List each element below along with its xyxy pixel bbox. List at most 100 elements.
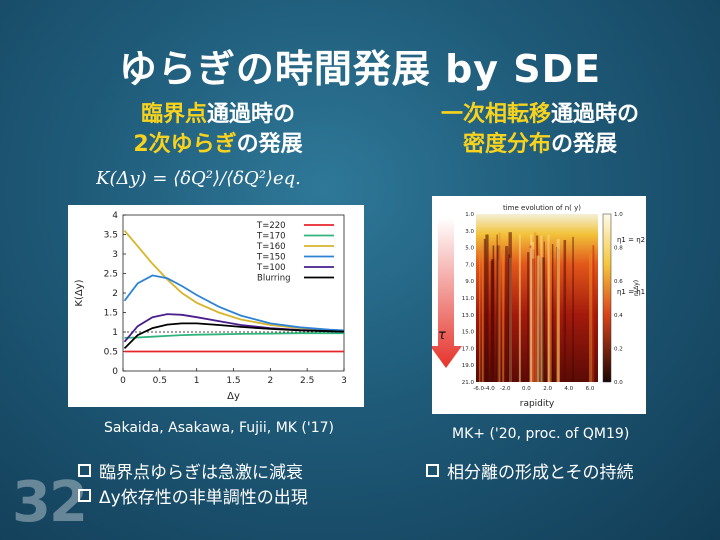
bullet-box-icon	[78, 489, 91, 502]
plot-frame	[122, 214, 345, 372]
heatmap-stripe	[572, 236, 574, 382]
y-tick-label: 0	[112, 367, 118, 377]
annot-upper: η1 = η2	[617, 236, 645, 244]
legend-label: Blurring	[257, 274, 291, 284]
heatmap-x-tick: 4.0	[564, 386, 573, 392]
heatmap-stripe	[518, 234, 521, 382]
heatmap-y-tick: 21.0	[462, 380, 475, 386]
legend-label: T=150	[256, 253, 286, 263]
bullet-right-1-text: 相分離の形成とその持続	[447, 463, 634, 483]
bullet-left-2-text: Δy依存性の非単調性の出現	[99, 488, 308, 508]
density-heatmap: time evolution of n( y) 1.0 3.0 5.0 7.0 9.0 1…	[430, 204, 645, 409]
chart-panel: 0 0.5 1 1.5 2 2.5 3 0 0.5 1 1.5 2 2.5 3 3.5 4 Δy K(Δy) T=…	[68, 205, 364, 407]
right-heading-highlight-1: 一次相転移	[440, 102, 551, 127]
line-chart: 0 0.5 1 1.5 2 2.5 3 0 0.5 1 1.5 2 2.5 3 3.5 4 Δy K(Δy) T=…	[74, 211, 347, 402]
y-tick-label: 0.5	[104, 348, 118, 358]
y-axis-label: K(Δy)	[74, 279, 85, 306]
heatmap-stripe	[549, 254, 552, 382]
heatmap-y-tick: 13.0	[462, 313, 475, 319]
legend-label: T=220	[256, 221, 286, 231]
series-line-t-150	[123, 274, 345, 332]
heatmap-x-tick: 6.0	[586, 386, 595, 392]
time-arrow	[430, 218, 462, 368]
colorbar-tick: 0.4	[614, 313, 623, 319]
heatmap-x-tick: 0.0	[522, 386, 531, 392]
x-tick-label: 3	[341, 376, 347, 386]
heatmap-stripe	[498, 232, 501, 382]
left-heading: 臨界点通過時の 2次ゆらぎの発展	[78, 100, 358, 160]
heatmap-stripe	[541, 257, 545, 382]
x-tick-label: 2	[267, 376, 273, 386]
slide-number: 32	[12, 470, 88, 535]
heatmap-stripe	[540, 235, 543, 382]
side-label: n(Δy)	[633, 280, 640, 296]
left-citation: Sakaida, Asakawa, Fujii, MK ('17)	[104, 420, 335, 436]
bullet-box-icon	[78, 464, 91, 477]
heatmap-stripe	[527, 252, 530, 382]
colorbar	[602, 213, 612, 383]
heatmap-y-tick: 17.0	[462, 346, 475, 352]
heatmap-y-tick: 11.0	[462, 296, 475, 302]
left-heading-text-2: の発展	[236, 132, 303, 157]
right-heading-text-2: の発展	[551, 132, 618, 157]
heatmap-stripe	[481, 252, 484, 382]
heatmap-xlabel: rapidity	[520, 399, 555, 409]
legend-label: T=160	[256, 242, 286, 252]
heatmap-stripe	[547, 234, 550, 382]
colorbar-tick: 0.0	[614, 380, 623, 386]
heatmap-stripe	[529, 248, 532, 382]
heatmap-stripe	[496, 245, 501, 382]
x-tick-label: 1	[194, 376, 200, 386]
left-heading-text-1: 通過時の	[207, 102, 296, 127]
heatmap-stripe	[479, 253, 481, 382]
series-line-t-170	[124, 332, 344, 339]
right-heading-text-1: 通過時の	[551, 102, 640, 127]
left-heading-highlight-2: 2次ゆらぎ	[133, 132, 237, 157]
heatmap-stripe	[502, 252, 505, 382]
heatmap-y-tick: 5.0	[465, 246, 474, 252]
legend-label: T=100	[256, 263, 286, 273]
right-citation: MK+ ('20, proc. of QM19)	[452, 426, 630, 442]
heatmap-stripe	[531, 258, 536, 382]
right-heading-highlight-2: 密度分布	[462, 132, 551, 157]
heatmap-stripe	[556, 259, 559, 382]
x-axis-label: Δy	[227, 391, 240, 402]
heatmap-stripe	[592, 245, 595, 382]
bullet-box-icon	[426, 464, 439, 477]
left-heading-highlight-1: 臨界点	[140, 102, 207, 127]
series-line-blurring	[123, 322, 345, 350]
colorbar-tick: 0.6	[614, 279, 623, 285]
y-tick-label: 2	[112, 289, 118, 299]
bullet-left-1: 臨界点ゆらぎは急激に減衰	[78, 458, 303, 483]
heatmap-stripe	[508, 232, 512, 382]
heatmap-title: time evolution of n( y)	[503, 204, 581, 212]
heatmap-y-tick: 1.0	[465, 212, 474, 218]
heatmap-x-tick: -2.0	[500, 386, 511, 392]
heatmap-stripe	[491, 258, 495, 382]
x-tick-label: 0.5	[153, 376, 167, 386]
heatmap-y-tick: 3.0	[465, 229, 474, 235]
heatmap-stripe	[589, 254, 593, 382]
colorbar-tick: 1.0	[614, 212, 623, 218]
heatmap-stripe	[505, 246, 509, 382]
tau-label: τ	[438, 328, 446, 343]
colorbar-tick: 0.2	[614, 346, 623, 352]
heatmap-stripe	[563, 240, 567, 382]
x-tick-label: 2.5	[300, 376, 314, 386]
slide-title: ゆらぎの時間発展 by SDE	[118, 47, 602, 91]
bullet-right-1: 相分離の形成とその持続	[426, 458, 634, 483]
heatmap-y-tick: 7.0	[465, 262, 474, 268]
y-tick-label: 4	[112, 211, 118, 221]
heatmap-stripe	[536, 255, 540, 382]
x-tick-label: 1.5	[226, 376, 240, 386]
y-tick-label: 2.5	[104, 270, 118, 280]
y-tick-label: 1	[112, 328, 118, 338]
bullet-left-2: Δy依存性の非単調性の出現	[78, 483, 308, 508]
y-tick-label: 1.5	[104, 309, 118, 319]
legend-label: T=170	[256, 232, 286, 242]
bullet-left-1-text: 臨界点ゆらぎは急激に減衰	[99, 463, 303, 483]
heatmap-x-tick: -6.0-4.0	[473, 386, 495, 392]
right-heading: 一次相転移通過時の 密度分布の発展	[400, 100, 680, 160]
colorbar-tick: 0.8	[614, 246, 623, 252]
heatmap-stripe	[483, 238, 486, 382]
